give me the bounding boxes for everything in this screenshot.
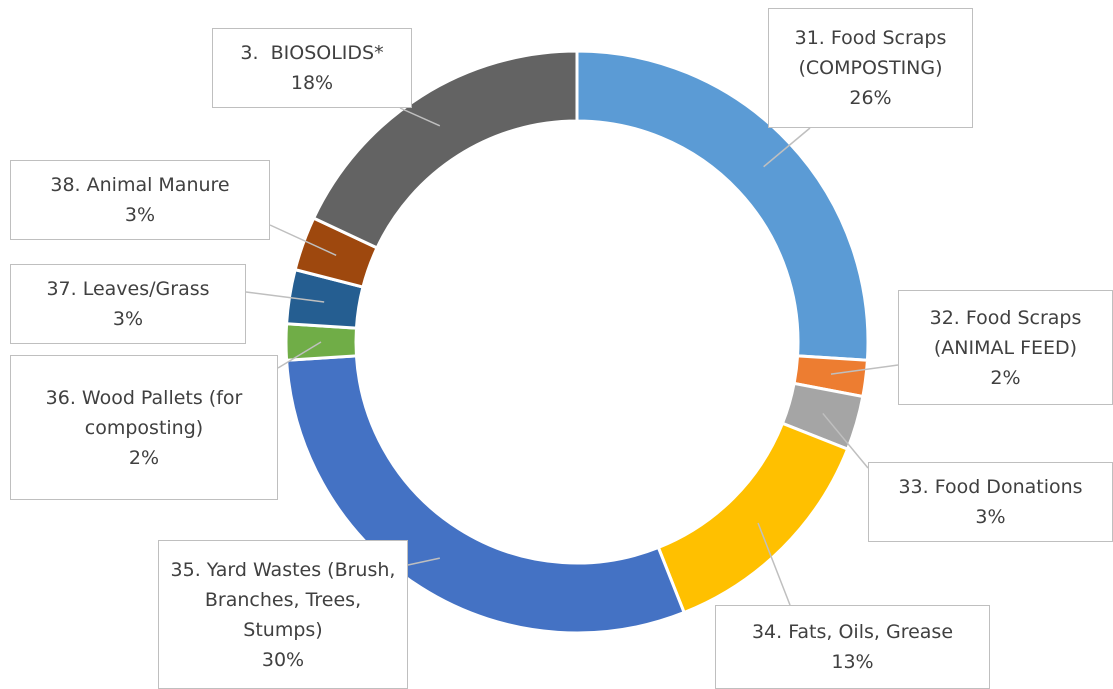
value-label: 13% <box>831 651 874 673</box>
value-label: 30% <box>261 648 305 671</box>
leader-line <box>830 364 899 375</box>
category-label: 33. Food Donations <box>898 476 1083 498</box>
category-label: 36. Wood Pallets (for composting) <box>45 386 249 439</box>
leader-line <box>763 127 811 168</box>
data-label: 33. Food Donations 3% <box>868 462 1113 542</box>
leader-line <box>277 341 322 369</box>
data-label: 35. Yard Wastes (Brush, Branches, Trees,… <box>158 540 408 689</box>
donut-slice <box>284 322 359 362</box>
data-label: 31. Food Scraps (COMPOSTING) 26% <box>768 8 973 128</box>
donut-slice <box>311 49 579 250</box>
leader-line <box>269 224 337 256</box>
category-label: 34. Fats, Oils, Grease <box>751 621 954 643</box>
value-label: 2% <box>128 446 160 469</box>
category-label: 3. BIOSOLIDS* <box>240 42 384 64</box>
leader-line <box>407 557 440 566</box>
data-label: 32. Food Scraps (ANIMAL FEED) 2% <box>898 290 1113 405</box>
value-label: 2% <box>990 366 1021 389</box>
leader-line <box>822 412 869 469</box>
category-label: 31. Food Scraps (COMPOSTING) <box>794 27 953 79</box>
leader-line <box>399 107 441 127</box>
value-label: 3% <box>124 204 156 226</box>
data-label: 36. Wood Pallets (for composting) 2% <box>10 355 278 500</box>
data-label: 3. BIOSOLIDS* 18% <box>212 28 412 108</box>
data-label: 37. Leaves/Grass 3% <box>10 264 246 344</box>
value-label: 3% <box>975 506 1006 528</box>
category-label: 35. Yard Wastes (Brush, Branches, Trees,… <box>170 558 402 641</box>
data-label: 34. Fats, Oils, Grease 13% <box>715 605 990 689</box>
category-label: 38. Animal Manure <box>50 174 230 196</box>
value-label: 3% <box>112 308 144 330</box>
data-label: 38. Animal Manure 3% <box>10 160 270 240</box>
value-label: 18% <box>290 72 334 94</box>
leader-line <box>245 291 325 303</box>
category-label: 32. Food Scraps (ANIMAL FEED) <box>929 306 1088 359</box>
donut-slice <box>284 354 687 635</box>
donut-slice <box>656 421 850 615</box>
leader-line <box>757 522 791 606</box>
category-label: 37. Leaves/Grass <box>46 278 210 300</box>
value-label: 26% <box>849 87 892 109</box>
